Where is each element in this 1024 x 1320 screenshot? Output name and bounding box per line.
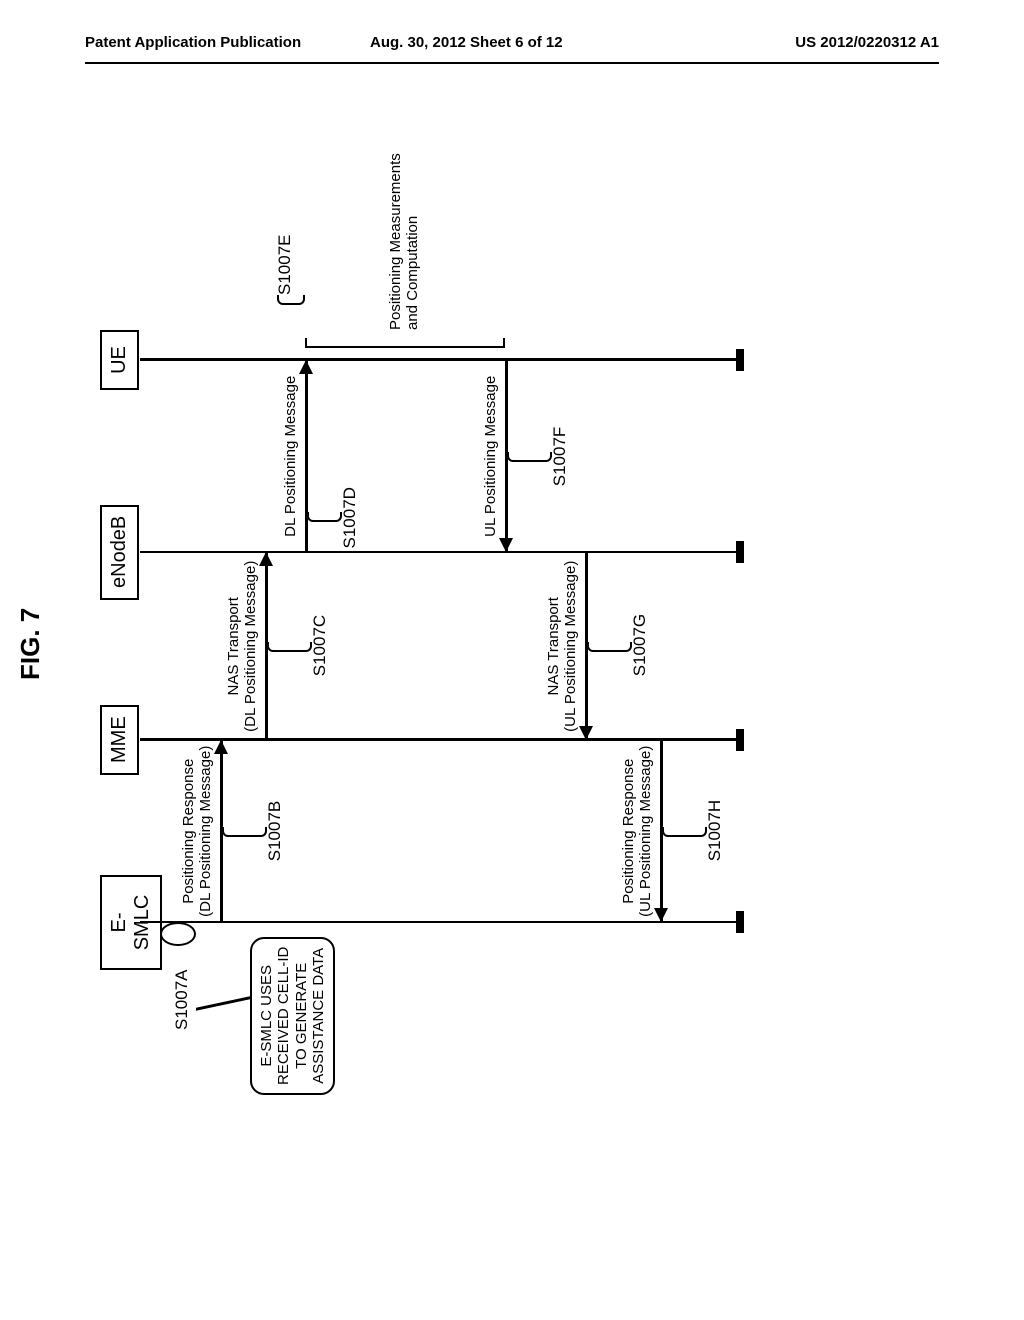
lifeline-end-esmlc xyxy=(736,912,744,934)
step-connector xyxy=(307,513,342,523)
node-ue: UE xyxy=(100,330,139,390)
lifeline-end-enb xyxy=(736,542,744,564)
message-label: UL Positioning Message xyxy=(482,360,499,553)
step-connector xyxy=(267,642,312,652)
side-note-bracket xyxy=(305,338,505,348)
figure-label: FIG. 7 xyxy=(15,608,46,680)
step-connector xyxy=(222,827,267,837)
step-label: S1007H xyxy=(705,800,725,861)
arrow-head-icon xyxy=(214,740,228,754)
lifeline-end-mme xyxy=(736,729,744,751)
arrow-head-icon xyxy=(299,360,313,374)
side-note-text: Positioning Measurementsand Computation xyxy=(387,153,422,330)
lifeline-end-ue xyxy=(736,349,744,371)
header-center: Aug. 30, 2012 Sheet 6 of 12 xyxy=(370,34,563,51)
step-label: S1007D xyxy=(340,487,360,548)
node-enb: eNodeB xyxy=(100,505,139,600)
step-label: S1007C xyxy=(310,615,330,676)
arrow-head-icon xyxy=(654,909,668,923)
message-label: NAS Transport(UL Positioning Message) xyxy=(545,553,580,741)
arrow-head-icon xyxy=(499,539,513,553)
step-label: S1007F xyxy=(550,427,570,487)
message-label: NAS Transport(DL Positioning Message) xyxy=(225,553,260,741)
node-mme: MME xyxy=(100,705,139,775)
lifeline-ue xyxy=(140,359,740,362)
header-right: US 2012/0220312 A1 xyxy=(795,34,939,51)
arrow-head-icon xyxy=(579,726,593,740)
step-label: S1007G xyxy=(630,614,650,676)
message-label: Positioning Response(DL Positioning Mess… xyxy=(180,740,215,923)
header-left: Patent Application Publication xyxy=(85,34,301,51)
step-connector xyxy=(587,642,632,652)
message-arrow xyxy=(305,360,308,553)
step-connector xyxy=(507,452,552,462)
arrow-head-icon xyxy=(259,553,273,567)
sequence-diagram: FIG. 7 E-SMLCMMEeNodeBUES1007AE-SMLC USE… xyxy=(40,250,980,1010)
callout-leader xyxy=(196,997,250,1011)
callout-activation xyxy=(160,922,196,946)
callout-bubble: E-SMLC USESRECEIVED CELL-IDTO GENERATEAS… xyxy=(250,937,335,1095)
message-label: Positioning Response(UL Positioning Mess… xyxy=(620,740,655,923)
header-rule xyxy=(85,62,939,64)
step-connector xyxy=(662,827,707,837)
step-label-a: S1007A xyxy=(172,970,192,1031)
step-connector-e xyxy=(277,295,305,305)
step-label-e: S1007E xyxy=(275,235,295,296)
message-label: DL Positioning Message xyxy=(282,360,299,553)
step-label: S1007B xyxy=(265,801,285,862)
